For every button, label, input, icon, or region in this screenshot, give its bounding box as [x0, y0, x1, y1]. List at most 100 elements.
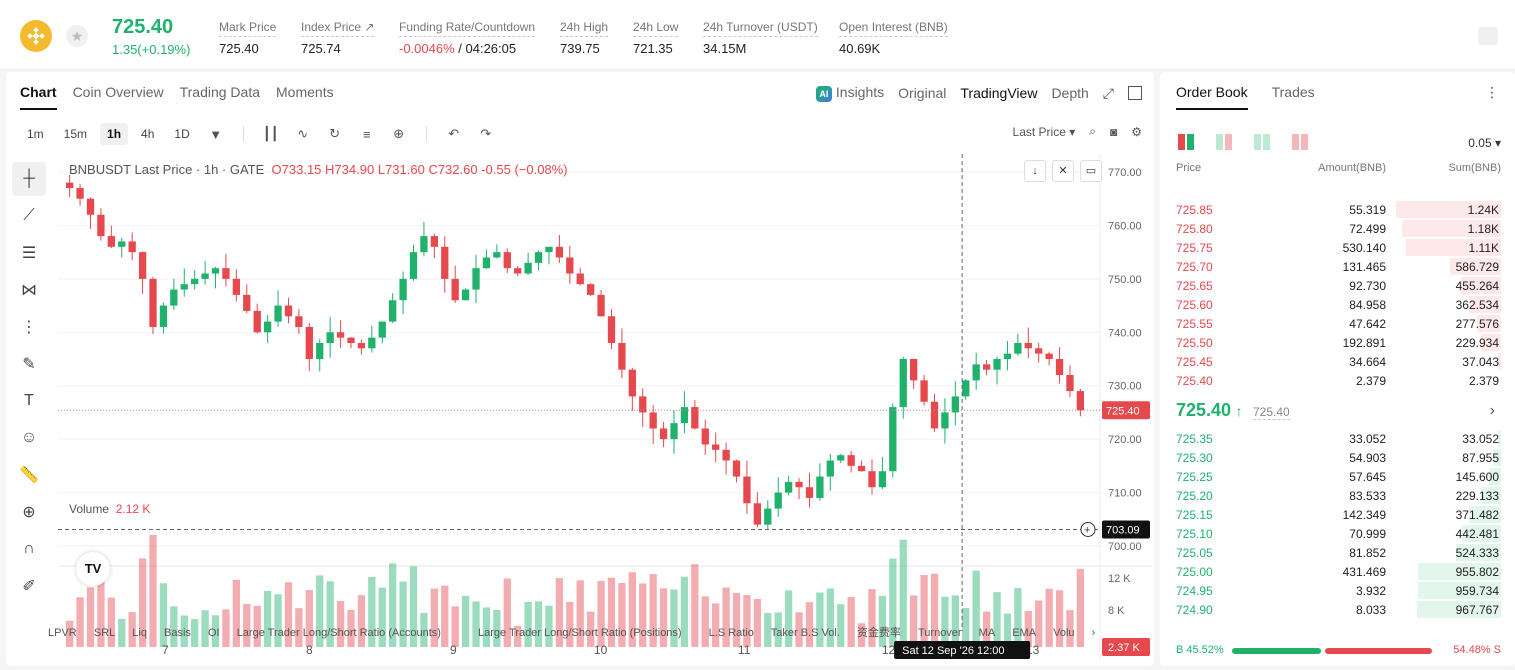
indicator-srl[interactable]: SRL	[93, 627, 116, 639]
price-type-select[interactable]: Last Price ▾	[1012, 124, 1076, 139]
ask-row[interactable]: 725.70 131.465 586.729	[1176, 257, 1501, 276]
candle	[1024, 342, 1032, 349]
undo-icon[interactable]: ↶	[448, 126, 460, 141]
horizontal-lines-icon[interactable]: ☰	[21, 245, 37, 262]
indicator-ema[interactable]: EMA	[1012, 627, 1037, 639]
stat-funding-rate[interactable]: Funding Rate/Countdown -0.0046% / 04:26:0…	[399, 20, 536, 56]
price-step-select[interactable]: 0.05 ▾	[1468, 136, 1501, 150]
indicator-ls-ratio[interactable]: L.S Ratio	[708, 627, 754, 639]
tab-moments[interactable]: Moments	[276, 84, 334, 100]
indicator-liq[interactable]: Liq	[132, 627, 147, 639]
fib-icon[interactable]: ⋮	[21, 319, 37, 336]
order-price: 725.50	[1176, 336, 1213, 350]
candle-type-icon[interactable]: ┃┃	[262, 126, 279, 141]
depth-bar	[1405, 239, 1501, 256]
add-alert-icon[interactable]: ⊕	[393, 126, 405, 141]
mode-bids-only-icon[interactable]	[1254, 134, 1270, 150]
indicator-funding[interactable]: 资金费率	[856, 627, 901, 639]
chevron-right-icon[interactable]: ›	[1091, 627, 1096, 639]
gear-icon[interactable]: ⚙	[1131, 124, 1142, 139]
emoji-icon[interactable]: ☺	[20, 429, 38, 446]
candle	[878, 471, 887, 488]
more-icon[interactable]: ⋮	[1485, 84, 1499, 100]
view-tradingview[interactable]: TradingView	[960, 85, 1038, 101]
bid-row[interactable]: 725.25 57.645 145.600	[1176, 467, 1501, 486]
search-icon[interactable]: ⌕	[1089, 124, 1096, 138]
stat-mark-price[interactable]: Mark Price 725.40	[219, 20, 277, 56]
tab-chart[interactable]: Chart	[20, 84, 57, 110]
ask-row[interactable]: 725.50 192.891 229.934	[1176, 333, 1501, 352]
book-icon[interactable]	[1478, 27, 1498, 45]
indicators-icon[interactable]: ∿	[297, 126, 309, 141]
bid-row[interactable]: 725.15 142.349 371.482	[1176, 505, 1501, 524]
ask-row[interactable]: 725.75 530.140 1.11K	[1176, 238, 1501, 257]
window-icon[interactable]	[1128, 86, 1142, 100]
indicator-oi[interactable]: OI	[208, 627, 220, 639]
pattern-icon[interactable]: ⋈	[21, 282, 37, 299]
redo-icon[interactable]: ↷	[480, 126, 492, 141]
timeframe-1d[interactable]: 1D	[174, 127, 190, 141]
bid-row[interactable]: 725.10 70.999 442.481	[1176, 524, 1501, 543]
insights-button[interactable]: AI Insights	[815, 84, 884, 102]
zoom-in-icon[interactable]: ⊕	[22, 504, 36, 521]
indicator-taker-vol[interactable]: Taker B.S Vol.	[770, 627, 840, 639]
replay-icon[interactable]: ↻	[329, 126, 341, 141]
templates-icon[interactable]: ≡	[362, 126, 371, 142]
timeframe-1m[interactable]: 1m	[27, 127, 44, 141]
indicator-volume[interactable]: Volu	[1053, 627, 1075, 639]
bid-row[interactable]: 724.95 3.932 959.734	[1176, 581, 1501, 600]
ask-row[interactable]: 725.80 72.499 1.18K	[1176, 219, 1501, 238]
depth-bar	[1396, 201, 1501, 218]
bid-row[interactable]: 725.35 33.052 33.052	[1176, 429, 1501, 448]
bid-row[interactable]: 725.05 81.852 524.333	[1176, 543, 1501, 562]
timeframe-1h[interactable]: 1h	[100, 123, 129, 145]
timeframe-dropdown-icon[interactable]: ▼	[209, 126, 223, 142]
indicator-ma[interactable]: MA	[978, 627, 996, 639]
bid-row[interactable]: 724.90 8.033 967.767	[1176, 600, 1501, 619]
tab-trades[interactable]: Trades	[1271, 84, 1315, 100]
mode-bids-icon[interactable]	[1216, 134, 1232, 150]
tab-trading-data[interactable]: Trading Data	[179, 84, 261, 100]
collapse-icon[interactable]: ✕	[1052, 160, 1074, 182]
favorite-star-icon[interactable]: ★	[66, 25, 88, 47]
ask-row[interactable]: 725.55 47.642 277.576	[1176, 314, 1501, 333]
pencil-lock-icon[interactable]: ✐	[22, 578, 36, 595]
bid-row[interactable]: 725.00 431.469 955.802	[1176, 562, 1501, 581]
ruler-icon[interactable]: 📏	[19, 467, 39, 484]
indicator-lt-positions[interactable]: Large Trader Long/Short Ratio (Positions…	[477, 627, 682, 639]
stat-index-price[interactable]: Index Price ↗ 725.74	[301, 20, 375, 56]
ask-row[interactable]: 725.45 34.664 37.043	[1176, 352, 1501, 371]
ask-row[interactable]: 725.60 84.958 362.534	[1176, 295, 1501, 314]
tab-coin-overview[interactable]: Coin Overview	[72, 84, 164, 100]
order-price: 725.70	[1176, 260, 1213, 274]
view-depth[interactable]: Depth	[1051, 85, 1089, 101]
volume-bar	[826, 588, 834, 647]
indicator-lt-accounts[interactable]: Large Trader Long/Short Ratio (Accounts)	[236, 627, 441, 639]
text-icon[interactable]: T	[24, 392, 34, 409]
brush-icon[interactable]: ✎	[22, 356, 36, 373]
mode-asks-only-icon[interactable]	[1292, 134, 1308, 150]
tab-order-book[interactable]: Order Book	[1176, 84, 1248, 110]
indicator-basis[interactable]: Basis	[164, 627, 191, 639]
view-original[interactable]: Original	[898, 85, 947, 101]
mode-both-icon[interactable]	[1178, 134, 1194, 150]
timeframe-15m[interactable]: 15m	[63, 127, 88, 141]
bid-row[interactable]: 725.30 54.903 87.955	[1176, 448, 1501, 467]
chevron-right-icon[interactable]: ›	[1489, 402, 1495, 419]
maximize-pane-icon[interactable]: ▭	[1080, 160, 1102, 182]
indicator-lpvr[interactable]: LPVR	[48, 627, 77, 639]
indicator-turnover[interactable]: Turnover	[917, 627, 962, 639]
camera-icon[interactable]: ◙	[1109, 124, 1118, 139]
ask-row[interactable]: 725.40 2.379 2.379	[1176, 371, 1501, 390]
timeframe-4h[interactable]: 4h	[141, 127, 155, 141]
magnet-icon[interactable]: ∩	[23, 540, 35, 557]
bid-row[interactable]: 725.20 83.533 229.133	[1176, 486, 1501, 505]
crosshair-price-badge	[1102, 520, 1150, 539]
arrow-down-icon[interactable]: ↓	[1024, 160, 1046, 182]
trend-line-icon[interactable]: ⟋	[23, 207, 35, 224]
crosshair-icon[interactable]: ┼	[12, 162, 46, 196]
candlestick-chart[interactable]: 770.00 760.00 750.00 740.00 730.00 720.00 710.…	[58, 154, 1152, 659]
ask-row[interactable]: 725.65 92.730 455.264	[1176, 276, 1501, 295]
ask-row[interactable]: 725.85 55.319 1.24K	[1176, 200, 1501, 219]
expand-icon[interactable]: ⤢	[1102, 84, 1114, 101]
